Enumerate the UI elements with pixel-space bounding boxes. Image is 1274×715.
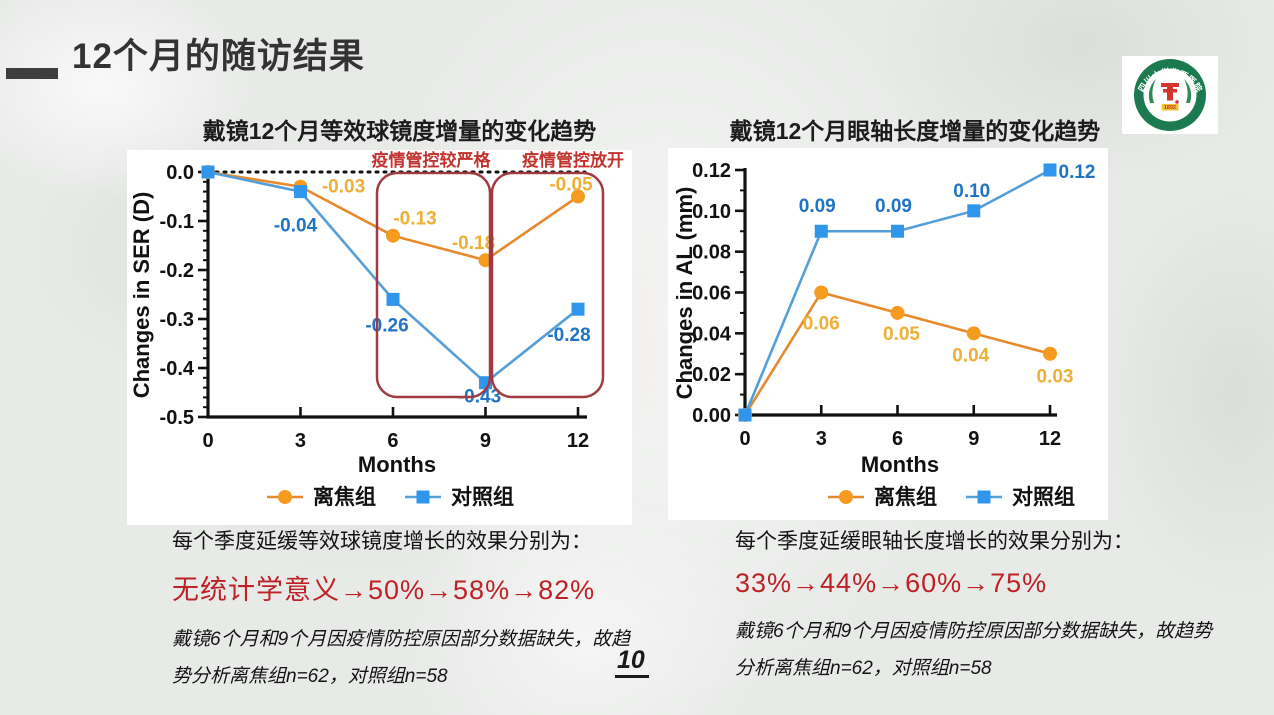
svg-text:0.06: 0.06 (803, 313, 840, 334)
svg-text:-0.04: -0.04 (274, 216, 318, 237)
svg-text:0.12: 0.12 (692, 160, 731, 182)
svg-text:0.09: 0.09 (875, 196, 912, 217)
svg-text:12: 12 (1039, 428, 1061, 450)
svg-text:-0.03: -0.03 (322, 177, 365, 198)
ser-chart-panel: 0.0 -0.1 -0.2 -0.3 -0.4 -0.5 0 3 6 9 12 -0.03 -0.13-… (127, 150, 632, 525)
ser-caption-note: 戴镜6个月和9个月因疫情防控原因部分数据缺失，故趋 势分析离焦组n=62，对照组… (172, 629, 631, 688)
covid-open-label: 疫情管控放开 (522, 150, 624, 170)
svg-text:-0.5: -0.5 (160, 407, 194, 429)
slide-title: 12个月的随访结果 (72, 37, 365, 76)
svg-text:0.03: 0.03 (1037, 367, 1074, 388)
al-caption-note: 戴镜6个月和9个月因疫情防控原因部分数据缺失，故趋势 分析离焦组n=62，对照组… (735, 621, 1213, 680)
covid-strict-box (375, 171, 492, 399)
svg-text:-0.05: -0.05 (549, 175, 593, 196)
svg-text:0.04: 0.04 (692, 323, 732, 345)
al-chart-panel: 0.00 0.02 0.04 0.06 0.08 0.10 0.12 0 3 6 9 12 0.06 0.… (668, 148, 1108, 520)
svg-text:0.05: 0.05 (883, 324, 920, 345)
svg-text:0.0: 0.0 (166, 162, 194, 184)
covid-open-box (490, 171, 605, 399)
svg-text:0.09: 0.09 (799, 196, 836, 217)
seal-dot (1175, 100, 1179, 104)
seal-emblem (1161, 83, 1179, 101)
covid-strict-label: 疫情管控较严格 (372, 150, 492, 170)
svg-text:-0.18: -0.18 (452, 233, 495, 254)
svg-text:-0.2: -0.2 (160, 260, 194, 282)
svg-text:-0.4: -0.4 (160, 358, 195, 380)
al-caption-heading: 每个季度延缓眼轴长度增长的效果分别为： (735, 530, 1134, 553)
laurel-left (1148, 79, 1156, 103)
legend-label-control: 对照组 (1012, 485, 1075, 509)
svg-text:9: 9 (480, 430, 491, 452)
ser-caption-stats: 无统计学意义→50%→58%→82% (172, 575, 596, 606)
al-caption-stats: 33%→44%→60%→75% (735, 568, 1048, 599)
hospital-seal-icon: 四川大学华西医院 WEST CHINA HOSPITAL, SCU 1892 (1134, 59, 1206, 131)
svg-text:-0.1: -0.1 (160, 211, 194, 233)
svg-text:0.04: 0.04 (952, 345, 989, 366)
legend-marker-defocus (839, 490, 853, 504)
svg-text:-0.13: -0.13 (393, 209, 436, 230)
al-chart: 0.00 0.02 0.04 0.06 0.08 0.10 0.12 0 3 6 9 12 0.06 0.… (672, 160, 1096, 509)
svg-text:-0.3: -0.3 (160, 309, 194, 331)
highlight-boxes: 疫情管控较严格 疫情管控放开 (372, 150, 624, 399)
ser-x-axis-title: Months (358, 452, 436, 477)
svg-text:3: 3 (295, 430, 306, 452)
svg-text:9: 9 (968, 428, 979, 450)
ser-chart-title: 戴镜12个月等效球镜度增量的变化趋势 (202, 118, 597, 144)
svg-text:6: 6 (892, 428, 903, 450)
legend-label-control: 对照组 (451, 485, 514, 509)
title-dash (6, 68, 58, 79)
legend-label-defocus: 离焦组 (313, 485, 376, 509)
ser-chart: 0.0-0.1-0.2-0.3-0.4-0.50 3 6 9 12-0.03-0.13-… (129, 150, 624, 509)
page-number: 10 (615, 646, 649, 678)
ser-caption-heading: 每个季度延缓等效球镜度增长的效果分别为： (172, 530, 592, 553)
svg-text:6: 6 (387, 430, 398, 452)
svg-text:0: 0 (739, 428, 750, 450)
hospital-logo: 四川大学华西医院 WEST CHINA HOSPITAL, SCU 1892 (1122, 56, 1218, 134)
svg-text:-0.43: -0.43 (458, 387, 501, 408)
al-x-axis-title: Months (861, 452, 939, 477)
svg-text:0.10: 0.10 (692, 201, 731, 223)
ser-caption: 每个季度延缓等效球镜度增长的效果分别为： 无统计学意义→50%→58%→82% … (172, 528, 652, 695)
legend-label-defocus: 离焦组 (874, 485, 937, 509)
ser-y-axis-title: Changes in SER (D) (129, 192, 154, 399)
al-chart-title: 戴镜12个月眼轴长度增量的变化趋势 (729, 118, 1101, 144)
ser-legend: 离焦组 对照组 (267, 485, 514, 509)
svg-text:0.02: 0.02 (692, 364, 731, 386)
seal-year: 1892 (1164, 105, 1176, 111)
svg-text:-0.26: -0.26 (365, 315, 408, 336)
legend-marker-control (416, 490, 430, 504)
seal-banner (1161, 104, 1179, 111)
al-legend: 离焦组 对照组 (828, 485, 1075, 509)
svg-text:12: 12 (567, 430, 589, 452)
svg-text:0.12: 0.12 (1059, 162, 1096, 183)
svg-text:0.00: 0.00 (692, 405, 731, 427)
svg-text:-0.28: -0.28 (547, 325, 590, 346)
svg-text:0: 0 (202, 430, 213, 452)
legend-marker-control (977, 490, 991, 504)
svg-text:0.06: 0.06 (692, 282, 731, 304)
svg-text:3: 3 (816, 428, 827, 450)
svg-text:0.08: 0.08 (692, 242, 731, 264)
legend-marker-defocus (278, 490, 292, 504)
svg-text:0.10: 0.10 (953, 181, 990, 202)
al-caption: 每个季度延缓眼轴长度增长的效果分别为： 33%→44%→60%→75% 戴镜6个… (735, 528, 1215, 687)
al-y-axis-title: Changes in AL (mm) (672, 187, 697, 400)
laurel-right (1184, 79, 1192, 103)
